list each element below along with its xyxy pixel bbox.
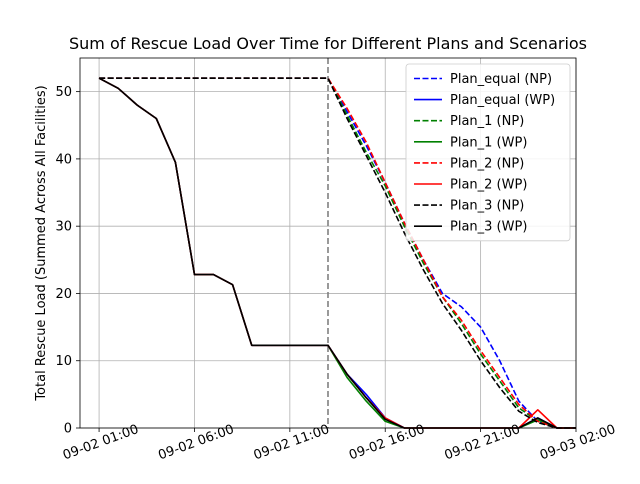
y-tick-label-4: 40 xyxy=(55,152,72,167)
y-tick-label-0: 0 xyxy=(64,422,72,437)
y-tick-label-3: 30 xyxy=(55,220,72,235)
y-tick-label-5: 50 xyxy=(55,85,72,100)
legend-label-3: Plan_1 (WP) xyxy=(450,135,527,150)
plot-frame xyxy=(79,57,577,429)
y-axis-label: Total Rescue Load (Summed Across All Fac… xyxy=(34,85,49,401)
legend-label-5: Plan_2 (WP) xyxy=(450,178,527,193)
axes xyxy=(76,57,577,432)
legend-label-0: Plan_equal (NP) xyxy=(450,72,552,87)
y-tick-label-1: 10 xyxy=(55,354,72,369)
y-tick-label-2: 20 xyxy=(55,287,72,302)
legend-label-1: Plan_equal (WP) xyxy=(450,93,555,108)
legend-label-6: Plan_3 (NP) xyxy=(450,199,524,214)
chart-title: Sum of Rescue Load Over Time for Differe… xyxy=(69,34,587,53)
legend-box xyxy=(405,63,571,242)
legend: Plan_equal (NP) Plan_equal (WP) Plan_1 (NP… xyxy=(405,63,571,242)
series-line-0 xyxy=(99,77,576,429)
legend-label-2: Plan_1 (NP) xyxy=(450,114,524,129)
legend-label-7: Plan_3 (WP) xyxy=(450,220,527,235)
series-line-6 xyxy=(99,77,576,429)
legend-label-4: Plan_2 (NP) xyxy=(450,156,524,171)
